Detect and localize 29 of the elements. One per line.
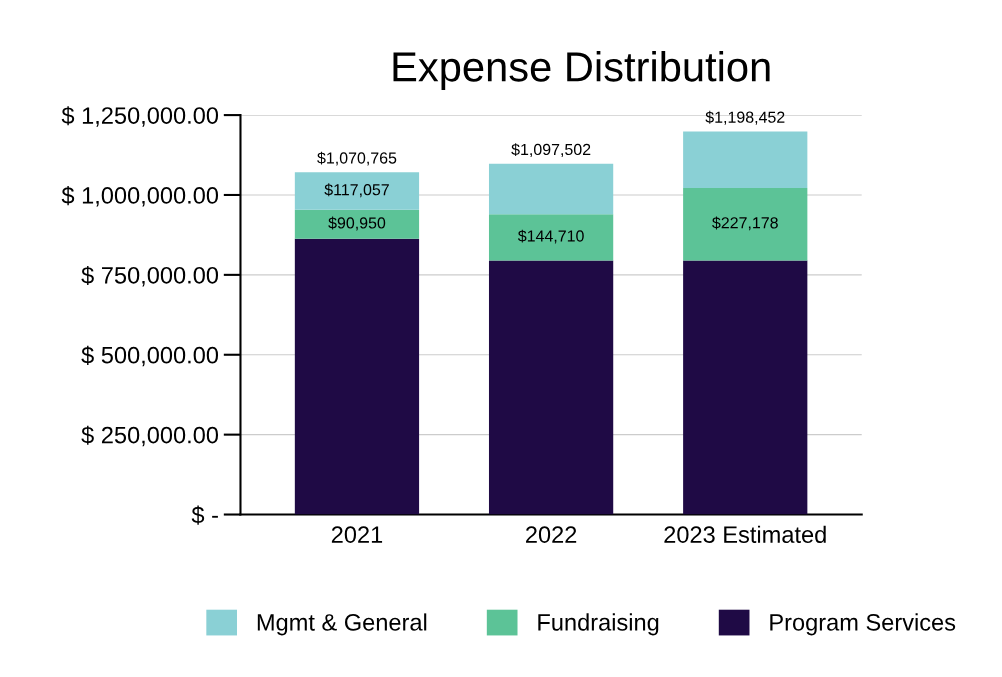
x-tick-label: 2022: [526, 526, 577, 543]
y-tick-label: $ 1,000,000.00: [61, 186, 219, 207]
data-label: $90,950: [328, 216, 386, 231]
bar: [683, 260, 808, 515]
legend-label: Fundraising: [538, 613, 659, 636]
bar: [294, 209, 420, 239]
x-tick-label: 2021: [331, 526, 383, 543]
chart-title: Expense Distribution: [393, 51, 770, 90]
y-tick-label: $ 750,000.00: [81, 265, 219, 287]
legend-label: Program Services: [770, 613, 956, 636]
bar: [488, 260, 614, 515]
y-tick-label: $ 1,250,000.00: [61, 106, 219, 127]
legend-label: Mgmt & General: [257, 613, 427, 636]
total-label: $1,070,765: [317, 151, 397, 166]
bar: [488, 214, 614, 261]
bar: [683, 187, 808, 261]
data-label: $117,057: [324, 183, 389, 198]
total-label: $1,198,452: [705, 110, 785, 125]
x-tick-label: 2023 Estimated: [664, 525, 826, 543]
y-tick-label: $ -: [191, 505, 218, 525]
total-label: $1,097,502: [511, 143, 591, 157]
bar: [294, 238, 420, 515]
bar: [683, 131, 808, 188]
data-label: $144,710: [517, 229, 584, 244]
bar: [488, 163, 614, 215]
y-tick-label: $ 250,000.00: [81, 425, 219, 447]
y-tick-label: $ 500,000.00: [81, 345, 219, 367]
data-label: $227,178: [712, 216, 778, 231]
bar: [294, 172, 420, 210]
